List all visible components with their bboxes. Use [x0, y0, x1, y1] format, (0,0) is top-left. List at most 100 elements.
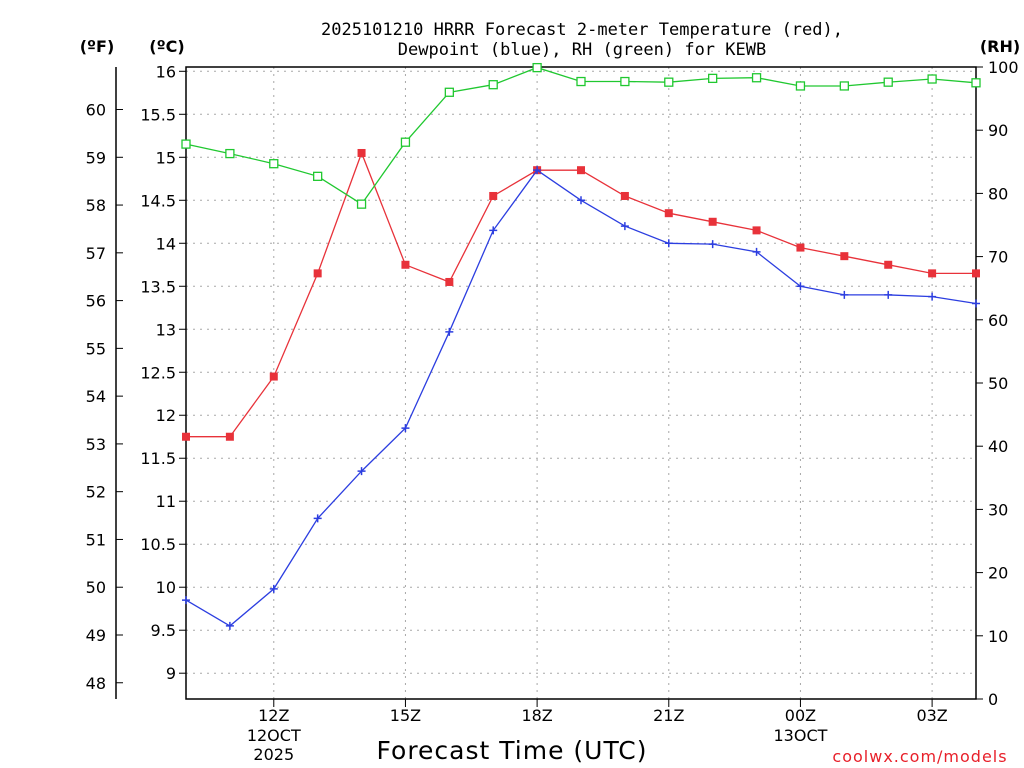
- dewpoint-point: [708, 240, 717, 249]
- fahrenheit-tick-label: 51: [86, 530, 106, 549]
- rh-point: [181, 139, 191, 149]
- rh-tick-label: 0: [988, 690, 998, 709]
- temperature-point: [708, 217, 717, 226]
- rh-ticks: 0 10 20 30 40 50 60 70 80 90 100: [976, 58, 1019, 709]
- rh-point: [927, 74, 937, 84]
- time-tick-label: 03Z: [916, 706, 947, 725]
- time-tick-date-label: 12OCT: [247, 726, 301, 745]
- celsius-tick-label: 10: [156, 578, 176, 597]
- rh-tick-label: 60: [988, 311, 1008, 330]
- dewpoint-point: [533, 166, 542, 175]
- rh-point: [708, 73, 718, 84]
- temperature-point: [796, 243, 805, 252]
- temperature-point: [620, 191, 629, 200]
- axes: [115, 66, 977, 700]
- x-axis-title: Forecast Time (UTC): [377, 736, 648, 765]
- celsius-tick-label: 9: [166, 664, 176, 683]
- rh-point: [795, 81, 806, 91]
- temperature-point: [752, 226, 761, 235]
- fahrenheit-tick-label: 53: [86, 435, 106, 454]
- rh-tick-label: 80: [988, 184, 1008, 203]
- rh-point: [488, 80, 498, 90]
- chart-title-line-1: 2025101210 HRRR Forecast 2-meter Tempera…: [321, 20, 843, 40]
- dewpoint-point: [972, 299, 980, 308]
- time-tick-label: 21Z: [653, 706, 684, 725]
- temperature-point: [269, 372, 278, 381]
- fahrenheit-tick-label: 52: [86, 483, 106, 502]
- rh-point: [400, 137, 411, 147]
- rh-tick-label: 10: [988, 627, 1008, 646]
- temperature-point: [928, 269, 937, 278]
- celsius-tick-label: 12.5: [140, 363, 176, 382]
- fahrenheit-tick-label: 48: [86, 674, 106, 693]
- fahrenheit-tick-label: 59: [86, 148, 106, 167]
- rh-tick-label: 100: [988, 58, 1019, 77]
- celsius-tick-label: 9.5: [151, 621, 176, 640]
- celsius-tick-label: 11: [156, 492, 176, 511]
- dewpoint-point: [182, 596, 190, 605]
- dewpoint-point: [752, 247, 761, 256]
- rh-point: [971, 78, 981, 88]
- temperature-point: [225, 432, 234, 441]
- rh-point: [356, 199, 367, 209]
- rh-point: [532, 62, 542, 73]
- dewpoint-series-line: [185, 169, 977, 627]
- celsius-tick-label: 11.5: [140, 449, 176, 468]
- series-layer: [181, 62, 981, 630]
- time-tick-date-label: 2025: [253, 745, 294, 764]
- dewpoint-point: [445, 327, 454, 336]
- temperature-point: [664, 209, 673, 218]
- celsius-tick-label: 12: [156, 406, 176, 425]
- fahrenheit-unit-label: (ºF): [80, 37, 115, 56]
- celsius-tick-label: 14.5: [140, 191, 176, 210]
- fahrenheit-tick-label: 56: [86, 292, 106, 311]
- rh-point: [444, 87, 454, 97]
- plot-frame: [185, 66, 977, 700]
- fahrenheit-tick-label: 54: [86, 387, 106, 406]
- celsius-ticks: 9 9.5 10 10.5 11 11.5 12 12.5 13 13.5 14 14.5 15 15.5…: [140, 62, 186, 683]
- time-tick-label: 15Z: [390, 706, 421, 725]
- time-tick-label: 18Z: [521, 706, 552, 725]
- chart-title-line-2: Dewpoint (blue), RH (green) for KEWB: [398, 40, 766, 60]
- time-tick-date-label: 13OCT: [773, 726, 827, 745]
- temperature-point: [182, 432, 190, 441]
- dewpoint-point: [225, 621, 234, 630]
- fahrenheit-tick-label: 49: [86, 626, 106, 645]
- rh-point: [576, 76, 586, 87]
- rh-point: [269, 159, 279, 169]
- rh-tick-label: 50: [988, 374, 1008, 393]
- dewpoint-point: [620, 222, 629, 231]
- celsius-tick-label: 10.5: [140, 535, 176, 554]
- credit-text: coolwx.com/models: [832, 747, 1007, 766]
- celsius-tick-label: 14: [156, 234, 176, 253]
- rh-point: [751, 73, 762, 83]
- fahrenheit-ticks: 48 49 50 51 52 53 54 55 56 57 58 59 60: [86, 101, 123, 693]
- celsius-tick-label: 15.5: [140, 105, 176, 124]
- temperature-point: [884, 260, 893, 269]
- fahrenheit-tick-label: 57: [86, 244, 106, 263]
- time-tick-label: 12Z: [258, 706, 289, 725]
- celsius-unit-label: (ºC): [149, 37, 184, 56]
- fahrenheit-tick-label: 55: [86, 339, 106, 358]
- dewpoint-point: [664, 239, 673, 248]
- rh-tick-label: 90: [988, 121, 1008, 140]
- temperature-point: [313, 269, 322, 278]
- dewpoint-point: [796, 282, 805, 291]
- temperature-point: [357, 148, 366, 157]
- dewpoint-point: [840, 290, 849, 299]
- celsius-tick-label: 13: [156, 320, 176, 339]
- rh-tick-label: 30: [988, 500, 1008, 519]
- rh-point: [225, 148, 235, 159]
- rh-point: [883, 77, 893, 87]
- rh-unit-label: (RH): [980, 37, 1020, 56]
- temperature-point: [489, 191, 498, 200]
- temperature-point: [840, 252, 849, 261]
- temperature-point: [972, 269, 980, 278]
- dewpoint-point: [577, 196, 585, 205]
- grid-lines: [186, 67, 976, 699]
- dewpoint-point: [313, 514, 322, 523]
- rh-point: [620, 76, 630, 87]
- fahrenheit-tick-label: 60: [86, 101, 106, 120]
- dewpoint-point: [401, 424, 410, 433]
